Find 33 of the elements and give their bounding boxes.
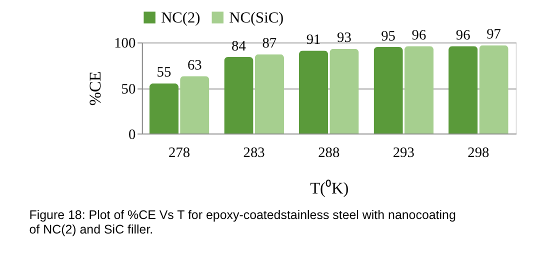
data-label: 84 [232, 38, 246, 54]
y-axis-title: %CE [86, 71, 105, 106]
x-tick-label: 293 [392, 145, 414, 162]
x-tick-label: 288 [318, 145, 340, 162]
y-tick-label: 100 [114, 36, 136, 52]
y-tick-label: 50 [121, 81, 136, 98]
bar [180, 76, 210, 134]
data-label: 93 [337, 30, 352, 46]
data-label: 87 [262, 36, 277, 52]
data-label: 55 [156, 64, 172, 81]
bar [479, 45, 508, 134]
data-label: 63 [187, 57, 202, 74]
bar [149, 83, 179, 134]
x-axis-title: T(⁰K) [310, 178, 349, 198]
bar [404, 46, 434, 134]
x-tick-label: 278 [168, 145, 190, 162]
bar [254, 54, 284, 134]
data-label: 95 [381, 28, 396, 44]
bar [224, 57, 254, 134]
bar [374, 47, 403, 134]
data-label: 96 [412, 27, 426, 44]
bar [330, 48, 359, 134]
bar [298, 50, 328, 134]
legend-label: NC(2) [161, 9, 200, 26]
data-label: 91 [306, 32, 321, 48]
data-label: 97 [486, 26, 501, 42]
x-tick-label: 298 [468, 145, 490, 162]
legend-label: NC(SiC) [229, 9, 284, 26]
y-tick-label: 0 [128, 126, 136, 143]
bar [448, 46, 478, 134]
caption: Figure 18: Plot of %CE Vs T for epoxy-coatedstainless steel with nanocoating of NC(2) and SiC filler. [29, 208, 456, 236]
x-tick-label: 283 [243, 145, 265, 162]
data-label: 96 [456, 27, 470, 44]
